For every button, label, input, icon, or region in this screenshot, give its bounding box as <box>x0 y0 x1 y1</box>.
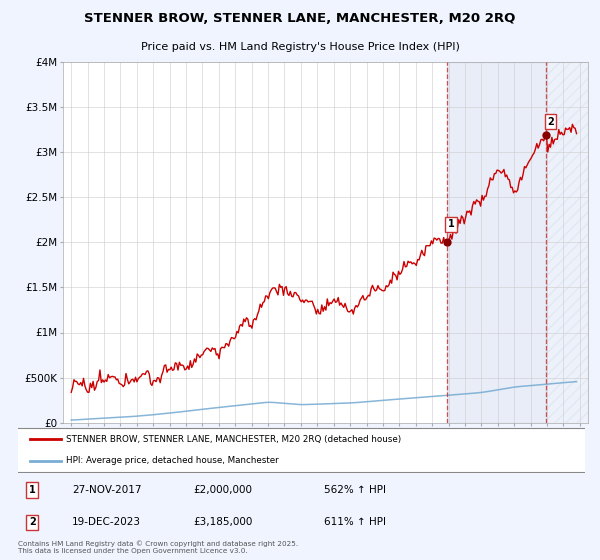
Text: £3,185,000: £3,185,000 <box>194 517 253 528</box>
Text: Price paid vs. HM Land Registry's House Price Index (HPI): Price paid vs. HM Land Registry's House … <box>140 43 460 52</box>
Bar <box>547 62 588 423</box>
Text: 27-NOV-2017: 27-NOV-2017 <box>72 485 142 495</box>
Text: 1: 1 <box>448 219 455 229</box>
Text: 2: 2 <box>29 517 35 528</box>
FancyBboxPatch shape <box>15 428 587 472</box>
Text: 2: 2 <box>547 116 554 127</box>
Text: 19-DEC-2023: 19-DEC-2023 <box>72 517 141 528</box>
Text: £2,000,000: £2,000,000 <box>194 485 253 495</box>
Text: Contains HM Land Registry data © Crown copyright and database right 2025.
This d: Contains HM Land Registry data © Crown c… <box>18 540 298 554</box>
Text: HPI: Average price, detached house, Manchester: HPI: Average price, detached house, Manc… <box>66 456 279 465</box>
Text: 1: 1 <box>29 485 35 495</box>
Text: STENNER BROW, STENNER LANE, MANCHESTER, M20 2RQ: STENNER BROW, STENNER LANE, MANCHESTER, … <box>85 12 515 25</box>
Text: STENNER BROW, STENNER LANE, MANCHESTER, M20 2RQ (detached house): STENNER BROW, STENNER LANE, MANCHESTER, … <box>66 435 401 444</box>
Text: 562% ↑ HPI: 562% ↑ HPI <box>324 485 386 495</box>
Text: 611% ↑ HPI: 611% ↑ HPI <box>324 517 386 528</box>
Bar <box>447 62 547 423</box>
